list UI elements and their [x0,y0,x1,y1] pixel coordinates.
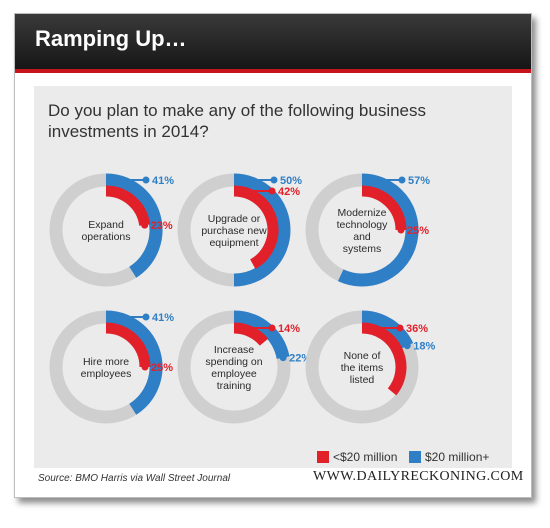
brand-url: WWW.DAILYRECKONING.COM [313,469,524,484]
value-label-under-20m: 42% [278,186,300,198]
arc-over-20m [105,173,163,278]
arc-under-20m [105,185,151,227]
value-label-under-20m: 25% [151,362,173,374]
value-label-over-20m: 50% [280,175,302,187]
callout-dot-over-20m [142,176,150,184]
source-note: Source: BMO Harris via Wall Street Journ… [38,473,231,484]
legend-label-over-20m: $20 million+ [425,450,490,464]
category-label: training [217,380,252,392]
category-label: systems [343,243,382,255]
arc-over-20m [105,310,163,415]
callout-dot-under-20m [141,221,149,229]
category-label: Hire more [83,356,129,368]
category-label: employee [211,368,257,380]
banner-title: Ramping Up… [35,26,187,51]
value-label-over-20m: 41% [152,312,174,324]
category-label: Increase [214,344,254,356]
arc-under-20m [105,322,151,368]
value-label-under-20m: 14% [278,323,300,335]
arc-under-20m [361,322,407,396]
value-label-over-20m: 57% [408,175,430,187]
category-label: technology [337,219,389,231]
category-label: equipment [209,237,258,249]
arc-under-20m [361,185,407,231]
infographic-frame: Ramping Up… Do you plan to make any of t… [14,13,532,498]
callout-dot-under-20m [268,324,276,332]
legend-label-under-20m: <$20 million [333,450,398,464]
legend-swatch-red [317,451,329,463]
category-label: the items [341,362,384,374]
callout-dot-over-20m [142,313,150,321]
arc-over-20m [337,173,419,287]
category-label: employees [81,368,132,380]
callout-dot-over-20m [270,176,278,184]
value-label-under-20m: 36% [406,323,428,335]
chart-title: Do you plan to make any of the following… [48,101,427,141]
title-banner: Ramping Up… [15,14,531,73]
category-label: listed [350,374,375,386]
category-label: Expand [88,219,124,231]
legend-swatch-blue [409,451,421,463]
legend-item-under-20m: <$20 million [317,450,397,464]
value-label-over-20m: 18% [413,341,435,353]
arc-over-20m [361,310,414,349]
arc-under-20m [233,185,279,269]
value-label-over-20m: 41% [152,175,174,187]
callout-dot-over-20m [279,354,287,362]
callout-dot-under-20m [141,363,149,371]
legend-item-over-20m: $20 million+ [409,450,489,464]
callout-dot-under-20m [396,324,404,332]
category-label: Upgrade or [208,213,261,225]
value-label-under-20m: 25% [407,225,429,237]
category-label: spending on [205,356,262,368]
callout-dot-under-20m [397,226,405,234]
chart-panel: Do you plan to make any of the following… [34,86,512,468]
category-label: None of [344,350,381,362]
callout-dot-over-20m [403,342,411,350]
category-label: Modernize [337,207,386,219]
callout-dot-over-20m [398,176,406,184]
value-label-under-20m: 23% [151,220,173,232]
arc-over-20m [233,173,291,287]
category-label: purchase new [201,225,267,237]
callout-dot-under-20m [268,187,276,195]
category-label: operations [81,231,130,243]
category-label: and [353,231,371,243]
